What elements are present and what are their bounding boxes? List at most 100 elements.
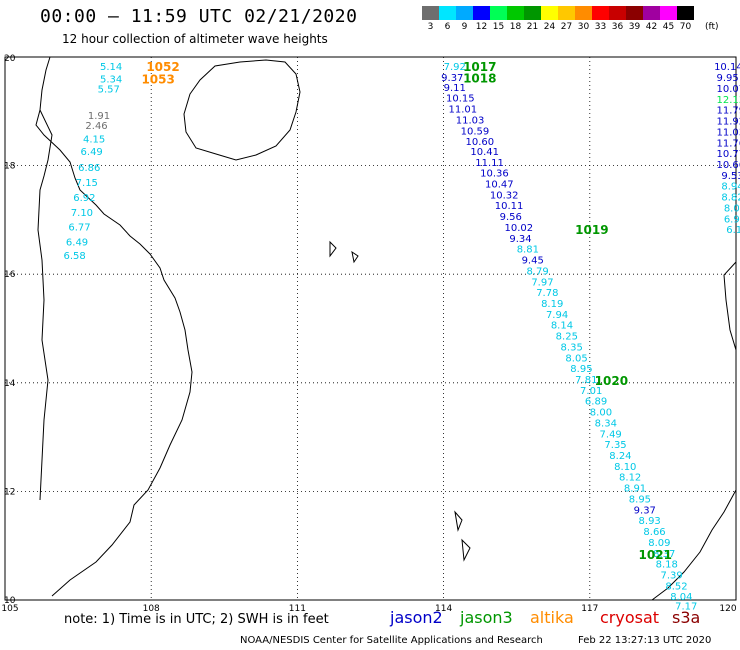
wave-height-value: 11.01 — [448, 105, 477, 116]
wave-height-value: 8.18 — [656, 560, 678, 571]
wave-height-value: 6.58 — [63, 251, 85, 262]
wave-height-value: 8.14 — [551, 321, 573, 332]
lon-tick-label: 111 — [289, 604, 306, 614]
lon-tick-label: 108 — [143, 604, 160, 614]
wave-height-value: 10.32 — [490, 190, 519, 201]
page-subtitle: 12 hour collection of altimeter wave hei… — [62, 32, 328, 46]
colorbar-label: 33 — [594, 22, 607, 32]
wave-height-value: 7.35 — [604, 440, 626, 451]
colorbar-label: 30 — [577, 22, 590, 32]
wave-height-value: 8.52 — [665, 581, 687, 592]
reef-4 — [461, 538, 471, 562]
philippines-luzon — [723, 261, 737, 351]
wave-height-value: 6.49 — [81, 147, 103, 158]
footer-note: note: 1) Time is in UTC; 2) SWH is in fe… — [64, 612, 329, 627]
satellite-legend-jason2: jason2 — [390, 608, 443, 627]
colorbar-swatch — [439, 6, 456, 20]
colorbar-label: 42 — [645, 22, 658, 32]
lon-tick-label: 117 — [581, 604, 598, 614]
colorbar — [422, 6, 694, 20]
colorbar-swatch — [490, 6, 507, 20]
colorbar-swatch — [592, 6, 609, 20]
map-frame — [4, 56, 737, 601]
lat-tick-label: 12 — [4, 487, 15, 497]
lat-tick-label: 20 — [4, 54, 16, 64]
graticule — [4, 56, 737, 601]
wave-height-value: 9.11 — [444, 83, 466, 94]
wave-height-observations: 5.14 5.345.57 1.912.46 4.15 6.49 6.86 7.15 6.92… — [63, 62, 740, 612]
wave-height-value: 7.94 — [546, 310, 568, 321]
colorbar-label: 9 — [461, 22, 468, 32]
wave-height-value: 6.89 — [585, 397, 607, 408]
wave-height-value: 7.01 — [580, 386, 602, 397]
wave-height-value: 7.15 — [76, 178, 98, 189]
lon-tick-label: 114 — [435, 604, 452, 614]
wave-height-value: 8.91 — [624, 484, 646, 495]
wave-height-value: 8.82 — [721, 193, 740, 204]
hainan-island — [183, 59, 301, 161]
wave-height-value: 9.95 — [717, 73, 739, 84]
wave-height-value: 7.39 — [660, 570, 682, 581]
wave-height-value: 8.34 — [595, 418, 617, 429]
wave-height-value: 8.04 — [670, 592, 692, 603]
wave-height-value: 6.9 — [724, 214, 740, 225]
pass-number-label: 1021 — [639, 548, 672, 562]
colorbar-swatch — [507, 6, 524, 20]
wave-height-value: 11.03 — [456, 115, 485, 126]
wave-height-value: 8.10 — [614, 462, 636, 473]
wave-height-value: 6.1 — [726, 225, 740, 236]
wave-height-value: 10.02 — [505, 223, 534, 234]
reef-3 — [454, 510, 463, 532]
wave-height-value: 10.47 — [485, 180, 514, 191]
colorbar-swatch — [626, 6, 643, 20]
wave-height-value: 9.37 — [634, 505, 656, 516]
lat-tick-label: 18 — [4, 162, 16, 172]
wave-height-value: 8.79 — [526, 266, 548, 277]
lon-tick-label: 120 — [719, 604, 736, 614]
wave-height-value: 10.59 — [461, 126, 490, 137]
wave-height-value: 8.93 — [639, 516, 661, 527]
wave-height-value: 9.53 — [721, 171, 740, 182]
wave-height-value: 6.49 — [66, 238, 88, 249]
wave-height-value: 8.00 — [590, 408, 612, 419]
colorbar-label: 12 — [475, 22, 488, 32]
pass-number-label: 1020 — [595, 374, 628, 388]
colorbar-labels: 3 6 9 12 15 18 21 24 27 30 33 36 39 42 45 70 — [422, 22, 694, 32]
wave-height-value: 5.14 — [100, 62, 122, 73]
wave-height-value: 11.11 — [475, 158, 504, 169]
wave-height-value: 10.41 — [470, 147, 499, 158]
wave-height-value: 12.13 — [717, 95, 740, 106]
vietnam-coastline — [35, 56, 193, 597]
colorbar-label: 45 — [662, 22, 675, 32]
wave-height-value: 10.14 — [714, 62, 740, 73]
colorbar-swatch — [677, 6, 694, 20]
wave-height-value: 1.91 — [88, 111, 110, 122]
wave-height-value: 11.92 — [717, 117, 740, 128]
wave-height-value: 8.0 — [724, 203, 740, 214]
wave-height-value: 8.37 — [653, 549, 675, 560]
colorbar-swatch — [643, 6, 660, 20]
colorbar-label: 24 — [543, 22, 556, 32]
wave-height-value: 10.66 — [717, 160, 740, 171]
colorbar-label: 70 — [679, 22, 692, 32]
colorbar-unit: (ft) — [705, 22, 719, 32]
wave-height-value: 8.94 — [721, 182, 740, 193]
wave-height-value: 7.92 — [444, 62, 466, 73]
wave-height-value: 2.46 — [85, 121, 107, 132]
lat-tick-label: 14 — [4, 379, 16, 389]
colorbar-label: 36 — [611, 22, 624, 32]
lat-tick-label: 10 — [4, 596, 16, 606]
axis-tick-labels: 105 108 111 114 117 120 20 18 16 14 12 10 — [1, 54, 736, 614]
wave-height-value: 10.11 — [495, 201, 524, 212]
wave-height-value: 8.05 — [565, 353, 587, 364]
colorbar-swatch — [456, 6, 473, 20]
wave-height-value: 8.09 — [648, 538, 670, 549]
colorbar-swatch — [524, 6, 541, 20]
colorbar-swatch — [558, 6, 575, 20]
wave-height-value: 8.81 — [517, 245, 539, 256]
wave-height-value: 7.49 — [600, 429, 622, 440]
reef-2 — [351, 250, 359, 264]
coastline — [35, 56, 737, 601]
